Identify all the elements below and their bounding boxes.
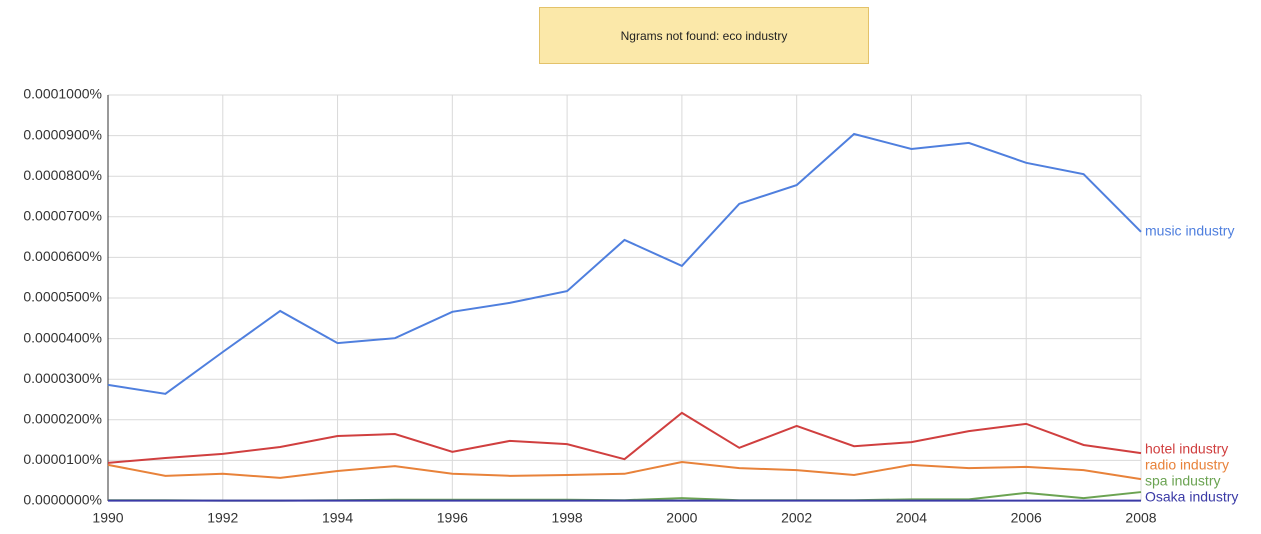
x-tick-label: 2002 bbox=[781, 510, 812, 526]
x-tick-label: 1998 bbox=[552, 510, 583, 526]
series-label: hotel industry bbox=[1145, 441, 1228, 457]
y-tick-label: 0.0000700% bbox=[23, 208, 102, 224]
series-label: Osaka industry bbox=[1145, 489, 1238, 505]
y-tick-label: 0.0000300% bbox=[23, 370, 102, 386]
y-tick-label: 0.0000600% bbox=[23, 248, 102, 264]
notice: Ngrams not found: eco industry bbox=[539, 7, 869, 64]
x-tick-label: 2004 bbox=[896, 510, 927, 526]
series-line bbox=[108, 491, 1142, 502]
x-tick-label: 1994 bbox=[322, 510, 353, 526]
series-line bbox=[107, 461, 1142, 481]
series-line bbox=[107, 132, 1142, 395]
y-tick-label: 0.0000500% bbox=[23, 289, 102, 305]
y-tick-label: 0.0000100% bbox=[23, 451, 102, 467]
x-tick-label: 2006 bbox=[1011, 510, 1042, 526]
series-label: radio industry bbox=[1145, 457, 1229, 473]
series-label: music industry bbox=[1145, 223, 1234, 239]
y-tick-label: 0.0000800% bbox=[23, 167, 102, 183]
x-tick-label: 1990 bbox=[92, 510, 123, 526]
y-tick-label: 0.0000900% bbox=[23, 126, 102, 142]
series-label: spa industry bbox=[1145, 473, 1220, 489]
x-tick-label: 1996 bbox=[437, 510, 468, 526]
y-tick-label: 0.0000400% bbox=[23, 329, 102, 345]
x-tick-label: 2000 bbox=[666, 510, 697, 526]
series-line bbox=[107, 411, 1142, 464]
y-tick-label: 0.0000000% bbox=[23, 492, 102, 508]
y-tick-label: 0.0001000% bbox=[23, 86, 102, 102]
x-tick-label: 1992 bbox=[207, 510, 238, 526]
x-tick-label: 2008 bbox=[1125, 510, 1156, 526]
y-tick-label: 0.0000200% bbox=[23, 411, 102, 427]
